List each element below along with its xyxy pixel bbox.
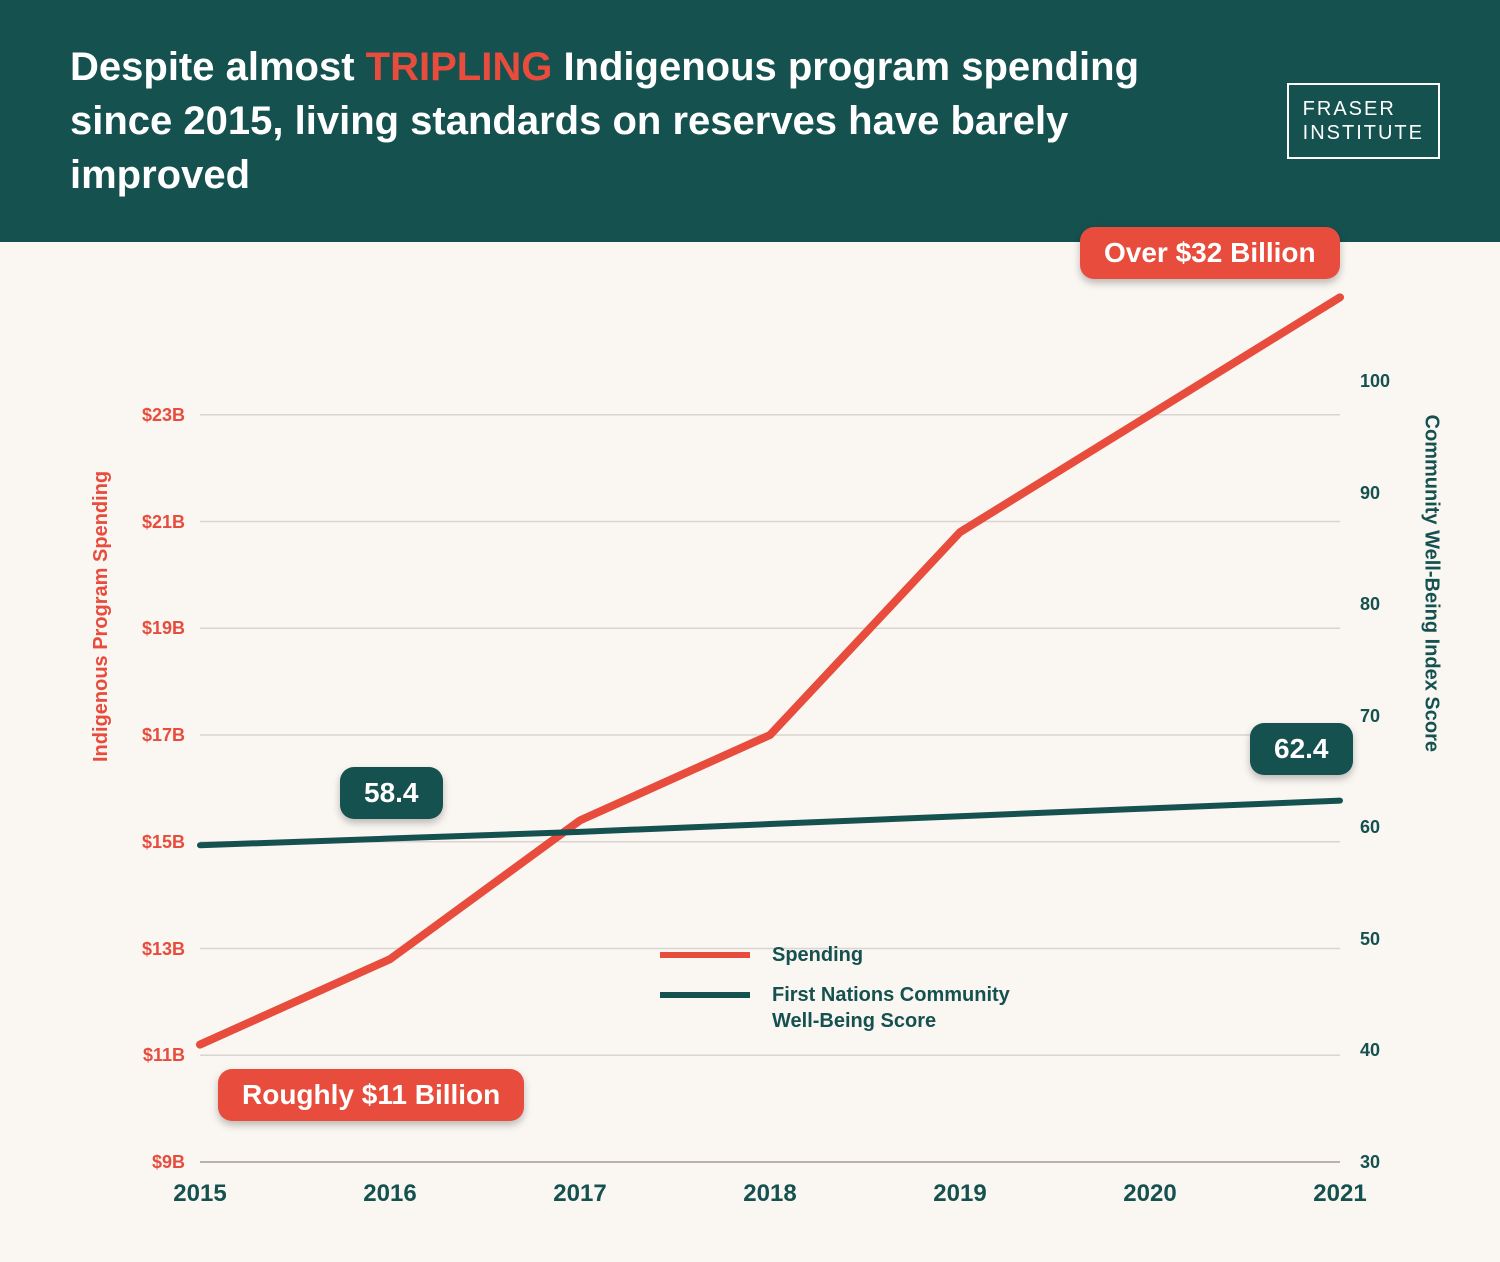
- y-axis-left-label: Indigenous Program Spending: [90, 471, 113, 762]
- headline-emph: TRIPLING: [366, 45, 553, 89]
- x-tick: 2018: [730, 1180, 810, 1208]
- header-bar: Despite almost TRIPLING Indigenous progr…: [0, 0, 1500, 242]
- x-tick: 2016: [350, 1180, 430, 1208]
- x-tick: 2017: [540, 1180, 620, 1208]
- headline: Despite almost TRIPLING Indigenous progr…: [70, 40, 1220, 202]
- logo-line-2: INSTITUTE: [1303, 121, 1424, 145]
- x-tick: 2019: [920, 1180, 1000, 1208]
- y-right-tick: 80: [1360, 594, 1420, 615]
- y-left-tick: $11B: [115, 1045, 185, 1066]
- y-left-tick: $21B: [115, 512, 185, 533]
- fraser-institute-logo: FRASER INSTITUTE: [1287, 83, 1440, 159]
- callout-spending-end: Over $32 Billion: [1080, 227, 1340, 279]
- y-right-tick: 60: [1360, 817, 1420, 838]
- callout-spending-start: Roughly $11 Billion: [218, 1069, 524, 1121]
- headline-prefix: Despite almost: [70, 45, 366, 89]
- y-left-tick: $9B: [115, 1152, 185, 1173]
- y-right-tick: 40: [1360, 1040, 1420, 1061]
- y-right-tick: 50: [1360, 929, 1420, 950]
- legend-label: First Nations Community Well-Being Score: [772, 982, 1032, 1034]
- y-right-tick: 70: [1360, 706, 1420, 727]
- legend-item-spending: Spending: [660, 942, 1032, 968]
- legend: Spending First Nations Community Well-Be…: [660, 942, 1032, 1048]
- y-left-tick: $17B: [115, 725, 185, 746]
- x-tick: 2020: [1110, 1180, 1190, 1208]
- logo-line-1: FRASER: [1303, 97, 1424, 121]
- legend-swatch: [660, 952, 750, 958]
- y-right-tick: 90: [1360, 483, 1420, 504]
- legend-swatch: [660, 992, 750, 998]
- y-right-tick: 100: [1360, 371, 1420, 392]
- x-tick: 2021: [1300, 1180, 1380, 1208]
- chart-area: Indigenous Program Spending Community We…: [0, 242, 1500, 1262]
- y-left-tick: $15B: [115, 832, 185, 853]
- y-left-tick: $13B: [115, 939, 185, 960]
- x-tick: 2015: [160, 1180, 240, 1208]
- legend-item-cwb: First Nations Community Well-Being Score: [660, 982, 1032, 1034]
- legend-label: Spending: [772, 942, 863, 968]
- y-right-tick: 30: [1360, 1152, 1420, 1173]
- callout-cwb-end: 62.4: [1250, 723, 1353, 775]
- y-left-tick: $23B: [115, 405, 185, 426]
- y-left-tick: $19B: [115, 618, 185, 639]
- callout-cwb-start: 58.4: [340, 767, 443, 819]
- y-axis-right-label: Community Well-Being Index Score: [1419, 415, 1442, 752]
